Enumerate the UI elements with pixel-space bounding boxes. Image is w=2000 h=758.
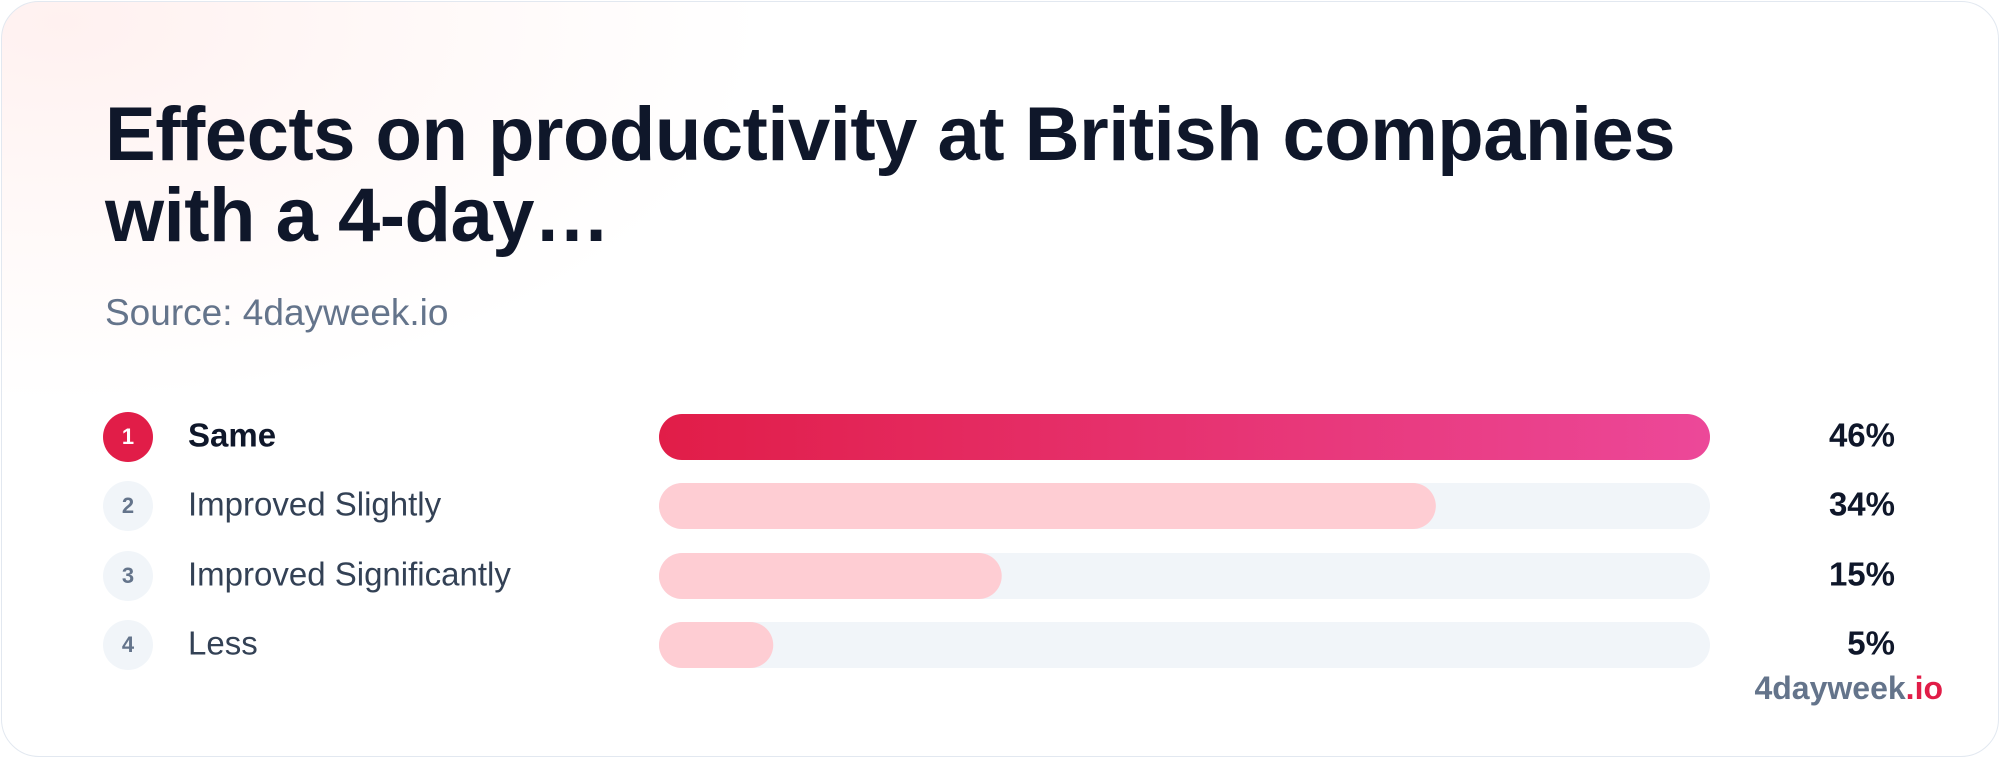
rank-badge: [103, 481, 153, 531]
category-label: Improved Significantly: [188, 556, 511, 593]
chart-title: Effects on productivity at British compa…: [105, 92, 1676, 258]
value-label: 34%: [1829, 486, 1895, 523]
brand: 4dayweek.io: [1754, 670, 1943, 706]
rank-number: 3: [122, 563, 134, 588]
category-label: Less: [188, 625, 258, 662]
bar: [659, 483, 1436, 529]
rank-badge: [103, 551, 153, 601]
value-label: 15%: [1829, 556, 1895, 593]
rank-number: 2: [122, 493, 134, 518]
bar: [659, 553, 1002, 599]
brand-suffix: .io: [1906, 670, 1943, 706]
bar-track: [659, 622, 1710, 668]
category-label: Same: [188, 417, 276, 454]
category-label: Improved Slightly: [188, 486, 442, 523]
chart-subtitle: Source: 4dayweek.io: [105, 292, 449, 333]
bar: [659, 414, 1710, 460]
value-label: 46%: [1829, 417, 1895, 454]
rank-number: 1: [122, 424, 134, 449]
rank-number: 4: [122, 632, 135, 657]
value-label: 5%: [1847, 625, 1895, 662]
rank-badge: [103, 620, 153, 670]
bar: [659, 622, 774, 668]
brand-name: 4dayweek: [1754, 670, 1905, 706]
rank-badge: [103, 412, 153, 462]
